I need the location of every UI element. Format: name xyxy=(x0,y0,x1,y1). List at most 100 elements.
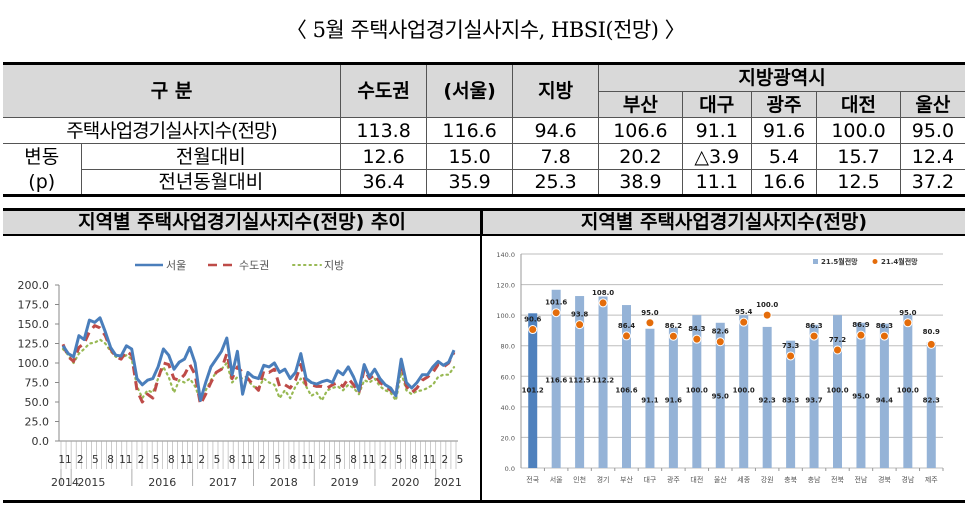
dot-전국 xyxy=(528,325,538,335)
bar-value-label: 93.7 xyxy=(805,396,822,404)
x-category-label: 충북 xyxy=(784,475,797,484)
y-tick-label: 80.0 xyxy=(501,343,515,351)
header-metro-daegu: 대구 xyxy=(681,91,752,118)
cell: 15.0 xyxy=(426,143,514,170)
bar-value-label: 112.5 xyxy=(569,376,591,384)
dot-울산 xyxy=(715,337,725,347)
legend-label: 수도권 xyxy=(239,259,269,272)
x-category-label: 충남 xyxy=(808,475,821,484)
line-chart-svg: 0.0 25.0 50.0 75.0 100.0 125.0 150.0 175.0 200.0… xyxy=(18,259,464,489)
dot-value-label: 90.6 xyxy=(524,316,541,324)
bar-울산 xyxy=(715,322,725,468)
page-title: 〈 5월 주택사업경기실사지수, HBSI(전망) 〉 xyxy=(285,18,686,42)
dot-value-label: 95.0 xyxy=(641,309,658,317)
dot-value-label: 86.3 xyxy=(876,322,893,330)
x-category-label: 인천 xyxy=(573,475,586,484)
cell: 91.1 xyxy=(681,117,752,144)
x-month-label: 11 xyxy=(423,454,436,466)
x-category-label: 전국 xyxy=(526,475,539,484)
bar-경기 xyxy=(598,296,608,468)
legend-swatch-bar xyxy=(813,259,818,264)
y-tick-label: 200.0 xyxy=(18,279,50,292)
dot-대구 xyxy=(645,318,655,328)
cell: 12.4 xyxy=(899,143,965,170)
x-year-label: 2014 xyxy=(51,476,79,489)
y-tick-label: 75.0 xyxy=(25,377,50,390)
y-tick-label: 40.0 xyxy=(501,404,515,412)
bar-광주 xyxy=(668,327,678,468)
cell: 11.1 xyxy=(681,169,752,196)
x-month-label: 2 xyxy=(320,454,327,466)
cell: 100.0 xyxy=(816,117,901,144)
bar-value-label: 106.6 xyxy=(615,386,637,394)
dot-value-label: 77.2 xyxy=(829,336,846,344)
cell: 38.9 xyxy=(598,169,683,196)
x-category-label: 경기 xyxy=(597,475,610,484)
dot-value-label: 95.4 xyxy=(735,308,752,316)
bar-서울 xyxy=(551,289,561,468)
x-month-label: 2 xyxy=(381,454,388,466)
x-category-label: 울산 xyxy=(714,475,727,484)
dot-광주 xyxy=(668,331,678,341)
regional-bar-chart: 0.0 20.0 40.0 60.0 80.0 100.0 120.0 140.0 전국 101.… xyxy=(483,238,965,500)
y-tick-label: 0.0 xyxy=(505,465,515,473)
x-month-label: 8 xyxy=(290,454,297,466)
x-month-label: 5 xyxy=(153,454,160,466)
bar-value-label: 100.0 xyxy=(897,386,919,394)
header-metro-daejeon: 대전 xyxy=(816,91,901,118)
dot-value-label: 84.3 xyxy=(688,325,705,333)
y-tick-label: 20.0 xyxy=(501,434,515,442)
x-month-label: 2 xyxy=(198,454,205,466)
trend-line-chart: 0.0 25.0 50.0 75.0 100.0 125.0 150.0 175.0 200.0… xyxy=(3,238,479,500)
dot-value-label: 86.3 xyxy=(805,322,822,330)
bar-인천 xyxy=(575,296,585,468)
dot-제주 xyxy=(926,339,936,349)
x-year-label: 2021 xyxy=(434,476,462,489)
x-category-label: 대전 xyxy=(690,475,703,484)
legend-label: 서울 xyxy=(166,259,186,272)
legend-label: 21.5월전망 xyxy=(821,257,858,266)
trend-chart-title: 지역별 주택사업경기실사지수(전망) 추이 xyxy=(3,208,481,236)
table-row: 변동 전월대비 12.6 15.0 7.8 20.2 △3.9 5.4 15.7… xyxy=(3,143,965,170)
bar-value-label: 95.0 xyxy=(852,392,869,400)
row-group-label: (p) xyxy=(3,169,82,196)
dot-대전 xyxy=(692,334,702,344)
cell: 15.7 xyxy=(816,143,901,170)
x-category-label: 대구 xyxy=(643,476,656,484)
x-year-label: 2019 xyxy=(331,476,359,489)
x-month-label: 5 xyxy=(92,454,99,466)
x-month-label: 11 xyxy=(119,454,132,466)
bottom-rule xyxy=(3,500,965,503)
x-month-label: 5 xyxy=(457,454,464,466)
row-group-label: 변동 xyxy=(3,143,82,170)
bar-value-label: 92.3 xyxy=(759,396,776,404)
cell: 25.3 xyxy=(512,169,600,196)
legend-label: 지방 xyxy=(324,259,344,272)
x-category-label: 강원 xyxy=(761,475,774,484)
panel-divider xyxy=(480,208,482,503)
bar-value-label: 101.2 xyxy=(522,386,544,394)
series-line-수도권 xyxy=(61,324,456,406)
bar-value-label: 83.3 xyxy=(782,396,799,404)
dot-서울 xyxy=(551,308,561,318)
x-category-label: 세종 xyxy=(737,475,750,484)
x-month-label: 11 xyxy=(180,454,193,466)
bar-value-label: 100.0 xyxy=(826,386,848,394)
bar-경남 xyxy=(903,315,913,468)
x-month-label: 2 xyxy=(138,454,145,466)
x-category-label: 경북 xyxy=(878,475,891,484)
cell: 91.6 xyxy=(750,117,818,144)
x-month-label: 11 xyxy=(58,454,71,466)
y-tick-label: 175.0 xyxy=(18,299,50,312)
dot-value-label: 86.4 xyxy=(618,322,635,330)
dot-value-label: 100.0 xyxy=(756,301,778,309)
bar-세종 xyxy=(739,315,749,468)
cell: 5.4 xyxy=(750,143,818,170)
cell: 35.9 xyxy=(426,169,514,196)
cell: 36.4 xyxy=(340,169,428,196)
y-tick-label: 50.0 xyxy=(25,396,50,409)
cell: 106.6 xyxy=(598,117,683,144)
bar-충남 xyxy=(809,324,819,468)
header-metro-ulsan: 울산 xyxy=(899,91,965,118)
x-month-label: 5 xyxy=(335,454,342,466)
